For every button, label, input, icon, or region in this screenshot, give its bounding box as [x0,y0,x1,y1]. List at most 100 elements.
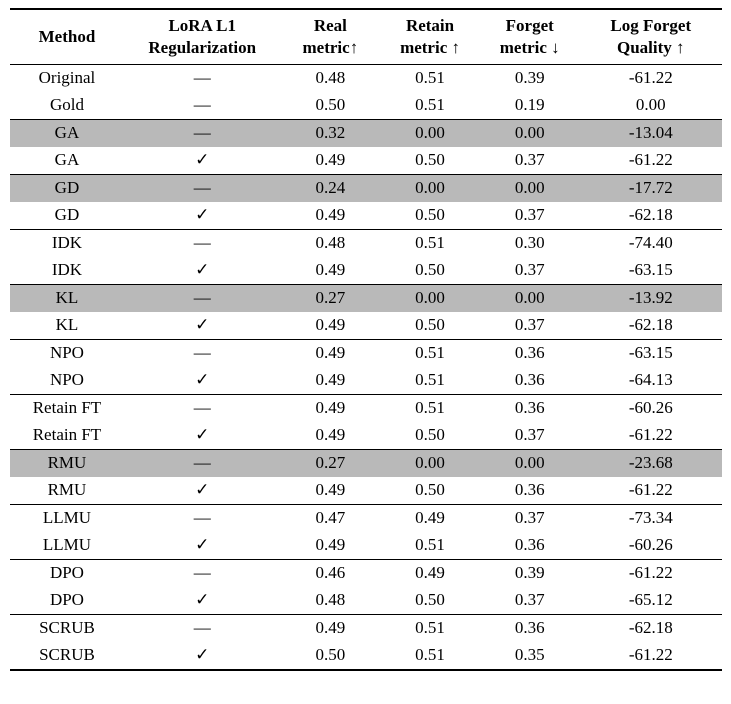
cell-quality: -60.26 [628,398,673,418]
cell-forget: 0.36 [514,618,545,638]
table-row: KL —0.27 0.00 0.00 -13.92 [10,284,722,312]
cell-lora: — [193,343,211,363]
cell-real: 0.48 [280,586,381,615]
cell-lora: — [193,508,211,528]
cell-forget: 0.36 [479,366,580,395]
cell-method: Original [38,68,96,88]
table-row: GA —0.32 0.00 0.00 -13.04 [10,119,722,147]
table-row: GD ✓ 0.49 0.50 0.37 -62.18 [10,201,722,230]
cell-method: RMU [10,476,124,505]
cell-forget: 0.37 [514,508,545,528]
cell-real: 0.49 [280,531,381,560]
cell-method: KL [10,311,124,340]
cell-retain: 0.00 [380,284,480,312]
cell-quality: -61.22 [628,645,673,665]
cell-lora: ✓ [123,531,281,560]
cell-method: SCRUB [39,618,95,638]
cell-method: NPO [49,343,84,363]
cell-real: 0.24 [280,174,381,202]
column-header-line: LoRA L1 [168,16,236,35]
table-header: Method LoRA L1 Regularization Real metric↑ Re… [10,9,722,65]
column-header-line: Real [313,16,347,35]
table-row: NPO ✓ 0.49 0.51 0.36 -64.13 [10,366,722,395]
cell-method: GA [10,146,124,175]
cell-quality: -62.18 [579,311,722,340]
cell-method: IDK [51,233,83,253]
cell-method: LLMU [10,531,124,560]
cell-lora: — [193,233,211,253]
table-row: SCRUB ✓ 0.50 0.51 0.35 -61.22 [10,642,722,670]
cell-quality: -61.22 [579,146,722,175]
table-row: GA ✓ 0.49 0.50 0.37 -61.22 [10,146,722,175]
column-header-retain: Retain metric ↑ [380,9,480,65]
cell-method: GA [10,119,124,147]
cell-forget: 0.30 [514,233,545,253]
results-table: Method LoRA L1 Regularization Real metric↑ Re… [10,8,722,671]
cell-quality: -61.22 [579,476,722,505]
cell-retain: 0.49 [415,563,445,583]
cell-quality: -60.26 [579,531,722,560]
table-body: Original —0.48 0.51 0.39 -61.22 Gold —0.50 0.51… [10,64,722,670]
cell-quality: -61.22 [579,421,722,450]
cell-forget: 0.37 [479,201,580,230]
column-header-forget: Forget metric ↓ [479,9,580,65]
cell-real: 0.49 [280,421,381,450]
table-row: Retain FT ✓ 0.49 0.50 0.37 -61.22 [10,421,722,450]
cell-forget: 0.36 [514,343,545,363]
cell-retain: 0.00 [380,449,480,477]
cell-lora: — [193,563,211,583]
column-header-line: Method [38,27,96,47]
cell-lora: ✓ [123,146,281,175]
table-row: Original — 0.48 0.51 0.39 -61.22 [10,64,722,92]
table-row: GD —0.24 0.00 0.00 -17.72 [10,174,722,202]
column-header-real: Real metric↑ [280,9,381,65]
cell-forget: 0.00 [479,119,580,147]
cell-retain: 0.50 [380,311,480,340]
cell-lora: — [123,449,281,477]
table-row: RMU —0.27 0.00 0.00 -23.68 [10,449,722,477]
cell-lora: ✓ [123,366,281,395]
cell-real: 0.49 [315,343,346,363]
column-header-line: Retain [405,16,455,35]
header-row: Method LoRA L1 Regularization Real metric↑ Re… [10,9,722,65]
cell-quality: -13.04 [579,119,722,147]
cell-real: 0.27 [280,284,381,312]
cell-method: DPO [10,586,124,615]
column-header-line: Forget [505,16,554,35]
cell-retain: 0.51 [415,618,445,638]
cell-retain: 0.50 [380,421,480,450]
cell-forget: 0.35 [514,645,545,665]
cell-real: 0.48 [315,233,346,253]
cell-quality: -61.22 [628,68,673,88]
cell-lora: ✓ [123,256,281,285]
table-row: DPO ✓ 0.48 0.50 0.37 -65.12 [10,586,722,615]
cell-method: LLMU [42,508,92,528]
cell-real: 0.47 [315,508,346,528]
cell-forget: 0.37 [479,146,580,175]
cell-quality: -23.68 [579,449,722,477]
cell-forget: 0.19 [479,91,580,120]
cell-real: 0.32 [280,119,381,147]
column-header-method: Method [10,9,124,65]
cell-real: 0.49 [315,618,346,638]
cell-quality: -64.13 [579,366,722,395]
table-row: DPO — 0.46 0.49 0.39 -61.22 [10,559,722,587]
cell-retain: 0.51 [415,645,445,665]
cell-lora: — [193,618,211,638]
cell-lora: — [123,284,281,312]
cell-retain: 0.50 [380,476,480,505]
cell-lora: ✓ [123,421,281,450]
cell-retain: 0.51 [415,68,445,88]
column-header-line: metric ↓ [499,38,560,58]
cell-forget: 0.39 [514,68,545,88]
cell-forget: 0.36 [514,398,545,418]
cell-forget: 0.37 [479,311,580,340]
cell-quality: -13.92 [579,284,722,312]
cell-method: GD [10,201,124,230]
cell-real: 0.49 [280,366,381,395]
table-row: IDK ✓ 0.49 0.50 0.37 -63.15 [10,256,722,285]
cell-forget: 0.00 [479,174,580,202]
cell-forget: 0.00 [479,449,580,477]
cell-method: IDK [10,256,124,285]
cell-retain: 0.51 [380,91,480,120]
